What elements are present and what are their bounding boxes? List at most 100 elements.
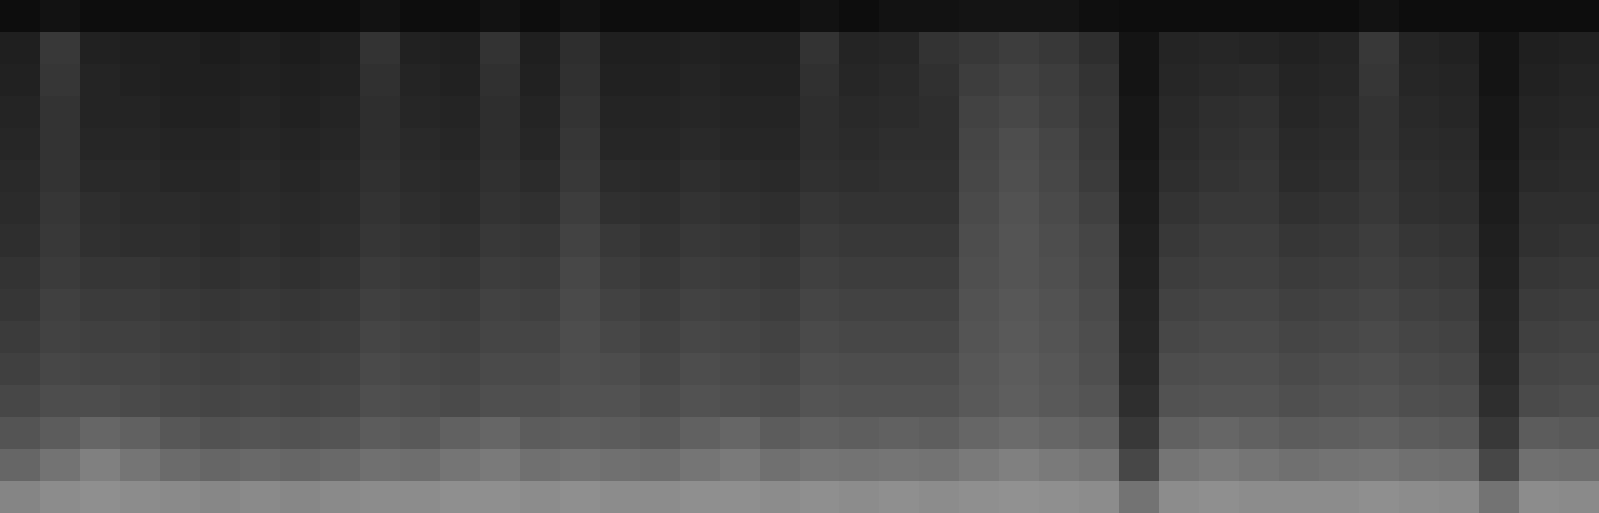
cell — [520, 417, 560, 450]
cell — [1239, 321, 1279, 354]
cell — [1559, 385, 1599, 418]
cell — [320, 128, 360, 161]
cell — [320, 321, 360, 354]
cell — [400, 128, 440, 161]
cell — [879, 289, 919, 322]
cell — [1199, 257, 1239, 290]
cell — [520, 289, 560, 322]
cell — [240, 289, 280, 322]
cell — [1199, 224, 1239, 257]
cell — [640, 96, 680, 129]
cell — [1359, 353, 1399, 386]
cell — [1439, 257, 1479, 290]
cell — [560, 128, 600, 161]
cell — [1239, 289, 1279, 322]
cell — [760, 64, 800, 97]
cell — [1199, 481, 1239, 513]
cell — [760, 385, 800, 418]
cell — [560, 353, 600, 386]
cell — [959, 417, 999, 450]
cell — [1239, 417, 1279, 450]
cell — [959, 481, 999, 513]
cell — [640, 160, 680, 193]
cell — [999, 224, 1039, 257]
cell — [0, 417, 40, 450]
cell — [1479, 160, 1519, 193]
cell — [0, 321, 40, 354]
cell — [600, 64, 640, 97]
cell — [760, 96, 800, 129]
cell — [1119, 0, 1159, 33]
cell — [800, 449, 840, 482]
cell — [1359, 0, 1399, 33]
cell — [999, 289, 1039, 322]
cell — [360, 96, 400, 129]
cell — [879, 192, 919, 225]
cell — [280, 160, 320, 193]
cell — [240, 385, 280, 418]
cell — [280, 353, 320, 386]
cell — [120, 449, 160, 482]
cell — [520, 0, 560, 33]
cell — [640, 0, 680, 33]
cell — [120, 224, 160, 257]
cell — [360, 385, 400, 418]
cell — [1559, 32, 1599, 65]
cell — [640, 224, 680, 257]
cell — [800, 321, 840, 354]
cell — [879, 417, 919, 450]
cell — [1479, 0, 1519, 33]
cell — [1239, 224, 1279, 257]
cell — [919, 96, 959, 129]
cell — [1319, 32, 1359, 65]
cell — [1039, 289, 1079, 322]
cell — [760, 192, 800, 225]
cell — [400, 289, 440, 322]
cell — [160, 353, 200, 386]
cell — [200, 160, 240, 193]
cell — [1239, 96, 1279, 129]
cell — [879, 0, 919, 33]
cell — [720, 353, 760, 386]
cell — [600, 192, 640, 225]
cell — [200, 449, 240, 482]
cell — [360, 224, 400, 257]
cell — [600, 128, 640, 161]
cell — [680, 321, 720, 354]
cell — [480, 160, 520, 193]
cell — [1479, 321, 1519, 354]
cell — [1399, 64, 1439, 97]
cell — [440, 449, 480, 482]
cell — [40, 385, 80, 418]
cell — [80, 353, 120, 386]
cell — [720, 192, 760, 225]
cell — [919, 385, 959, 418]
cell — [40, 160, 80, 193]
cell — [839, 417, 879, 450]
cell — [1479, 32, 1519, 65]
cell — [520, 385, 560, 418]
cell — [200, 481, 240, 513]
cell — [1279, 353, 1319, 386]
cell — [280, 192, 320, 225]
cell — [1079, 481, 1119, 513]
cell — [440, 224, 480, 257]
cell — [1399, 32, 1439, 65]
cell — [1119, 128, 1159, 161]
cell — [999, 96, 1039, 129]
cell — [0, 32, 40, 65]
cell — [999, 257, 1039, 290]
cell — [0, 128, 40, 161]
cell — [879, 449, 919, 482]
cell — [1439, 224, 1479, 257]
cell — [320, 449, 360, 482]
cell — [240, 192, 280, 225]
cell — [800, 32, 840, 65]
cell — [760, 257, 800, 290]
cell — [600, 353, 640, 386]
cell — [839, 32, 879, 65]
cell — [1359, 385, 1399, 418]
cell — [680, 160, 720, 193]
cell — [40, 417, 80, 450]
cell — [640, 321, 680, 354]
